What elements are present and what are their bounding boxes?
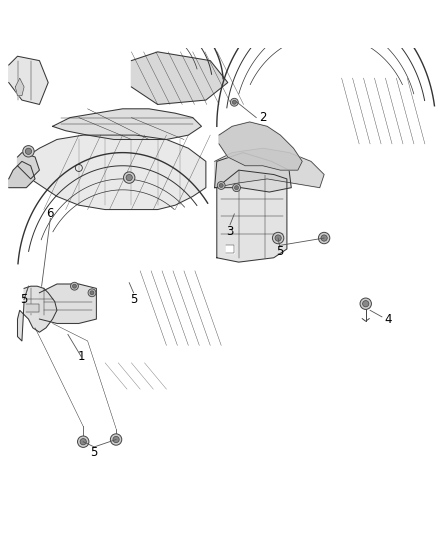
Polygon shape: [26, 304, 39, 312]
Text: 2: 2: [259, 111, 267, 124]
Circle shape: [235, 185, 238, 190]
Polygon shape: [219, 122, 302, 170]
Polygon shape: [53, 109, 201, 140]
Circle shape: [360, 298, 371, 310]
Text: 5: 5: [21, 293, 28, 306]
Circle shape: [233, 184, 240, 191]
Circle shape: [90, 291, 94, 295]
Circle shape: [126, 174, 132, 181]
Text: 5: 5: [130, 293, 137, 306]
Polygon shape: [18, 286, 57, 341]
Text: 1: 1: [77, 350, 85, 363]
Circle shape: [363, 301, 369, 307]
Polygon shape: [18, 135, 206, 209]
Text: 5: 5: [91, 446, 98, 459]
Polygon shape: [39, 284, 96, 324]
Polygon shape: [215, 152, 291, 192]
Circle shape: [23, 146, 34, 157]
Circle shape: [272, 232, 284, 244]
Polygon shape: [215, 148, 324, 188]
Circle shape: [219, 183, 223, 188]
Polygon shape: [15, 78, 24, 96]
Circle shape: [232, 100, 237, 104]
Circle shape: [78, 436, 89, 447]
Polygon shape: [9, 56, 48, 104]
Circle shape: [73, 284, 77, 288]
Circle shape: [71, 282, 78, 290]
Circle shape: [110, 434, 122, 445]
Polygon shape: [217, 170, 287, 262]
Text: 4: 4: [384, 312, 392, 326]
Circle shape: [80, 439, 86, 445]
Circle shape: [230, 98, 238, 106]
Circle shape: [25, 148, 32, 155]
Text: 3: 3: [226, 225, 233, 238]
Circle shape: [275, 235, 281, 241]
Circle shape: [88, 289, 96, 297]
Circle shape: [113, 437, 119, 442]
Text: 5: 5: [276, 245, 283, 257]
Text: 6: 6: [46, 207, 54, 221]
Circle shape: [217, 182, 225, 189]
Polygon shape: [226, 245, 234, 253]
Circle shape: [318, 232, 330, 244]
Polygon shape: [18, 152, 39, 179]
Polygon shape: [9, 161, 35, 188]
Circle shape: [321, 235, 327, 241]
Circle shape: [124, 172, 135, 183]
Polygon shape: [131, 52, 228, 104]
